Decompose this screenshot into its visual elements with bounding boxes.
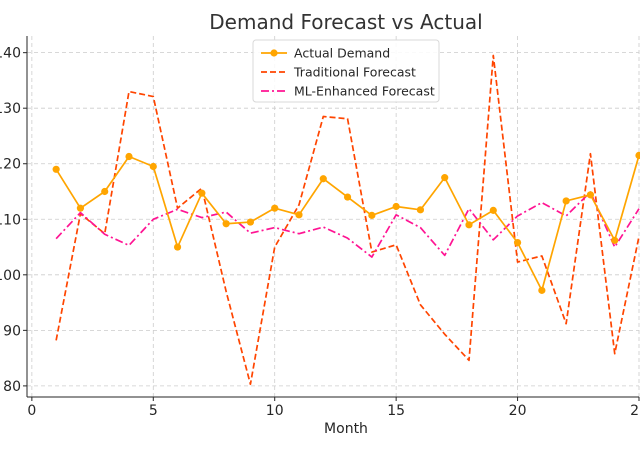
y-tick-label-1: 90 — [3, 323, 21, 339]
legend-marker-actual — [270, 49, 277, 56]
point-actual-1 — [53, 166, 60, 173]
y-tick-label-5: 130 — [0, 101, 21, 117]
point-actual-3 — [101, 188, 108, 195]
point-actual-10 — [271, 205, 278, 212]
series-line-traditional — [56, 55, 639, 384]
plot-series — [53, 55, 640, 384]
legend-label-ml: ML-Enhanced Forecast — [294, 84, 435, 99]
point-actual-11 — [295, 211, 302, 218]
x-tick-label-2: 10 — [266, 403, 284, 419]
point-actual-23 — [587, 191, 594, 198]
point-actual-12 — [320, 175, 327, 182]
legend-label-traditional: Traditional Forecast — [293, 65, 416, 80]
point-actual-16 — [417, 206, 424, 213]
x-tick-label-4: 20 — [509, 403, 527, 419]
point-actual-15 — [393, 203, 400, 210]
point-actual-7 — [198, 190, 205, 197]
point-actual-21 — [538, 287, 545, 294]
point-actual-2 — [77, 205, 84, 212]
y-tick-label-6: 140 — [0, 46, 21, 62]
y-tick-label-2: 100 — [0, 268, 21, 284]
point-actual-22 — [563, 197, 570, 204]
x-tick-label-0: 0 — [27, 403, 36, 419]
x-tick-label-3: 15 — [387, 403, 405, 419]
chart-container: 0 5 10 15 20 25 80 90 100 110 120 130 140 Demand For… — [0, 0, 640, 450]
point-actual-4 — [125, 153, 132, 160]
point-actual-14 — [368, 212, 375, 219]
y-tick-label-3: 110 — [0, 212, 21, 228]
point-actual-25 — [635, 152, 640, 159]
point-actual-8 — [223, 220, 230, 227]
point-actual-6 — [174, 243, 181, 250]
point-actual-18 — [465, 221, 472, 228]
line-chart: 0 5 10 15 20 25 80 90 100 110 120 130 140 Demand For… — [0, 0, 640, 450]
y-tick-label-0: 80 — [3, 379, 21, 395]
series-line-actual — [56, 155, 639, 290]
point-actual-5 — [150, 163, 157, 170]
point-actual-19 — [490, 207, 497, 214]
x-tick-label-5: 25 — [630, 403, 640, 419]
legend: Actual Demand Traditional Forecast ML-En… — [253, 40, 439, 102]
series-line-ml — [56, 192, 639, 257]
legend-label-actual: Actual Demand — [294, 46, 390, 61]
x-tick-label-1: 5 — [149, 403, 158, 419]
x-axis-title: Month — [324, 421, 368, 437]
point-actual-20 — [514, 239, 521, 246]
point-actual-9 — [247, 218, 254, 225]
chart-title: Demand Forecast vs Actual — [209, 10, 482, 34]
point-actual-24 — [611, 237, 618, 244]
point-actual-17 — [441, 174, 448, 181]
point-actual-13 — [344, 193, 351, 200]
y-tick-label-4: 120 — [0, 157, 21, 173]
